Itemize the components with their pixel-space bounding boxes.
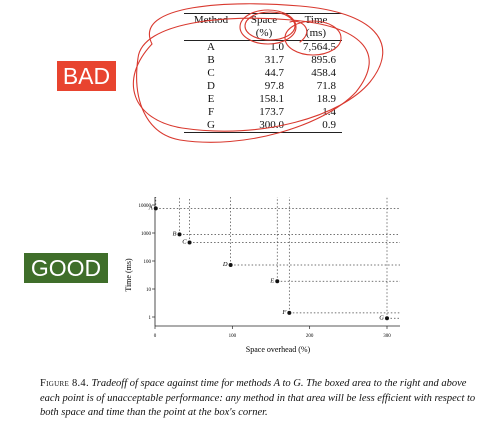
scribble-stroke (136, 17, 370, 143)
point-d (228, 263, 233, 268)
x-tick-label: 100 (229, 334, 237, 339)
cell-method: C (207, 67, 215, 79)
cell-time: 458.4 (311, 67, 336, 79)
y-tick-labels: 1 10 100 1000 10000 (139, 204, 155, 321)
cell-time: 7,564.5 (303, 41, 336, 53)
cell-time: 0.9 (290, 119, 342, 133)
y-tick-label: 100 (144, 260, 152, 265)
y-axis-label: Time (ms) (124, 258, 133, 292)
caption-text: Tradeoff of space against time for metho… (40, 378, 476, 418)
scribble-stroke (133, 3, 384, 132)
point-g (385, 316, 389, 321)
point-a (153, 206, 158, 211)
point-f (287, 310, 292, 315)
cell-time: 895.6 (311, 54, 336, 66)
y-tick-label: 1 (149, 316, 152, 321)
x-tick-label: 200 (306, 334, 314, 339)
cell-space: 158.1 (259, 93, 284, 105)
y-tick-label: 10 (146, 288, 152, 293)
point-label: B (173, 230, 177, 237)
good-label: GOOD (24, 253, 108, 283)
x-tick-label: 300 (383, 334, 391, 339)
scribble-circle (239, 9, 297, 45)
cell-time: 18.9 (316, 93, 336, 105)
cell-space: 97.8 (264, 80, 284, 92)
y-tick-label: 10000 (139, 204, 152, 209)
table-row: E 158.1 18.9 (184, 93, 342, 106)
point-label: G (379, 314, 384, 321)
point-label: F (281, 309, 287, 316)
x-axis-label: Space overhead (%) (246, 345, 311, 354)
caption-label: Figure 8.4. (40, 378, 89, 389)
figure-caption: Figure 8.4. Tradeoff of space against ti… (40, 377, 476, 421)
point-e (275, 279, 280, 284)
cell-time: 71.8 (316, 80, 336, 92)
table-row: B 31.7 895.6 (184, 54, 342, 67)
scribble-stroke (289, 20, 308, 43)
cell-space: 31.7 (264, 54, 284, 66)
cell-method: E (207, 93, 215, 105)
x-tick-labels: 0 100 200 300 (154, 326, 391, 339)
data-points: A BC D E F G (148, 204, 389, 321)
point-label: E (269, 277, 274, 284)
header-time-unit: (ms) (290, 27, 342, 41)
y-tick-label: 1000 (141, 232, 152, 237)
header-method-unit (184, 27, 238, 41)
point-label: A (148, 204, 153, 211)
cell-space: 173.7 (259, 106, 284, 118)
cell-method: F (207, 106, 215, 118)
unacceptable-regions (155, 197, 400, 319)
point-label: C (182, 238, 187, 245)
point-b (177, 232, 182, 237)
table-row: D 97.8 71.8 (184, 80, 342, 93)
cell-method: D (207, 80, 215, 92)
point-c (187, 240, 192, 245)
cell-method: B (207, 54, 215, 66)
point-label: D (222, 261, 228, 268)
scribble-circle (284, 20, 342, 56)
cell-space: 44.7 (264, 67, 284, 79)
cell-method: A (207, 41, 215, 53)
x-tick-label: 0 (154, 334, 157, 339)
table-row: C 44.7 458.4 (184, 67, 342, 80)
bad-label: BAD (57, 61, 116, 91)
red-scribble-annotation (133, 3, 384, 143)
tradeoff-chart: 1 10 100 1000 10000 0 100 200 300 A BC D E F G Space… (124, 197, 400, 354)
scribble-circle (244, 11, 296, 41)
